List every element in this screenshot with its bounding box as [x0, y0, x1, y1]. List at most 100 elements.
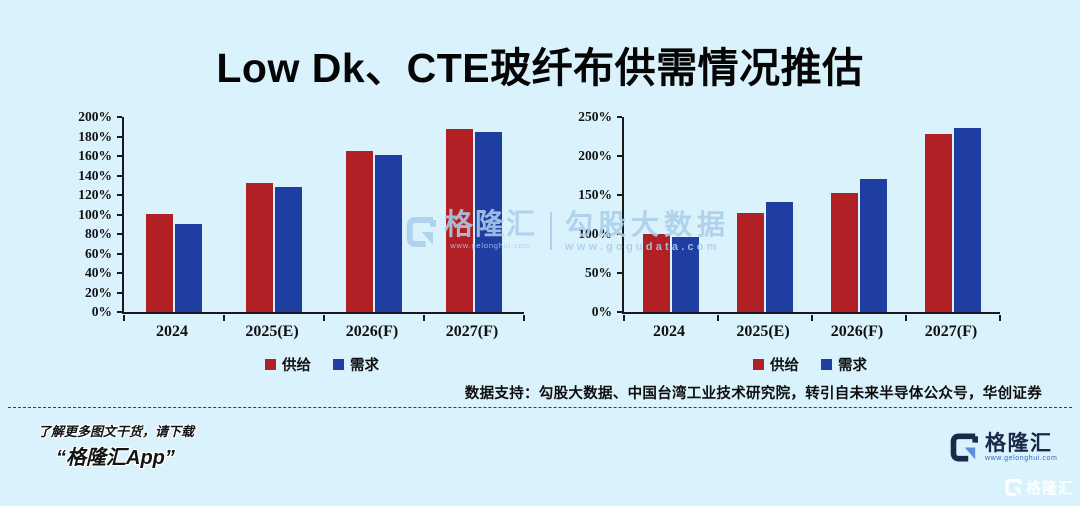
bar-供给-2027(F): [446, 129, 473, 312]
bar-需求-2027(F): [954, 128, 981, 312]
legend-item-供给: 供给: [753, 354, 799, 375]
legend-label: 供给: [770, 358, 799, 374]
y-tick-label: 250%: [578, 109, 612, 124]
legend-label: 需求: [350, 358, 379, 374]
bar-需求-2025(E): [275, 187, 302, 312]
bar-需求-2026(F): [860, 179, 887, 312]
y-tick-label: 200%: [78, 109, 112, 124]
gelonghui-logo: 格隆汇 www.gelonghui.com: [950, 432, 1057, 463]
legend-item-需求: 需求: [333, 354, 379, 375]
bar-需求-2024: [672, 237, 699, 312]
source-note: 数据支持：勾股大数据、中国台湾工业技术研究院，转引自未来半导体公众号，华创证券: [464, 386, 1042, 402]
legend-swatch-icon: [333, 359, 344, 370]
plot-area: 0% 20% 40% 60% 80% 100% 120% 140% 160% 180% 200%: [78, 109, 525, 321]
bar-需求-2024: [175, 224, 202, 312]
logo-brand-text: 格隆汇: [985, 432, 1053, 455]
y-tick-mark: [617, 116, 622, 118]
y-tick-mark: [117, 135, 122, 138]
bar-group-2027(F): [424, 117, 524, 312]
x-tick-mark: [123, 315, 125, 321]
x-axis-label: 2025(E): [245, 323, 299, 340]
y-tick-mark: [117, 155, 122, 157]
bar-需求-2026(F): [375, 155, 402, 312]
footer-app-name: “格隆汇App”: [56, 447, 175, 469]
bar-group-2024: [124, 117, 224, 312]
bar-group-2024: [624, 117, 718, 312]
y-tick-mark: [617, 233, 622, 235]
y-tick-label: 140%: [78, 167, 112, 183]
y-tick-mark: [117, 311, 122, 313]
x-tick-mark: [323, 315, 325, 321]
y-tick-label: 50%: [585, 265, 612, 280]
y-tick-mark: [617, 194, 622, 196]
y-tick-mark: [117, 233, 122, 235]
legend-item-供给: 供给: [265, 354, 311, 375]
y-tick-mark: [117, 272, 122, 274]
bar-group-2025(E): [718, 117, 812, 312]
bar-需求-2027(F): [475, 132, 502, 312]
y-tick-mark: [617, 155, 622, 157]
y-tick-mark: [117, 174, 122, 177]
bar-group-2025(E): [224, 117, 324, 312]
x-tick-mark: [811, 315, 813, 321]
y-tick-label: 20%: [85, 284, 112, 300]
y-tick-mark: [617, 272, 622, 274]
chart-right-supply-demand: 0% 50% 100% 150% 200% 250% 2024 2025(E) 2026(F) 2…: [564, 109, 1008, 375]
x-axis-labels: 2024 2025(E) 2026(F) 2027(F): [122, 323, 522, 341]
legend-item-需求: 需求: [821, 354, 867, 375]
y-tick-label: 100%: [78, 206, 112, 222]
bar-group-2027(F): [906, 117, 1000, 312]
y-tick-label: 80%: [85, 226, 112, 241]
y-tick-label: 60%: [85, 245, 112, 261]
bar-group-2026(F): [324, 117, 424, 312]
x-axis-label: 2025(E): [736, 323, 790, 340]
y-tick-mark: [117, 194, 122, 196]
bar-供给-2026(F): [346, 151, 373, 312]
y-tick-mark: [117, 213, 122, 216]
bar-供给-2025(E): [246, 183, 273, 312]
x-tick-mark: [623, 315, 625, 321]
gelonghui-g-icon: [950, 433, 978, 462]
y-tick-label: 160%: [78, 148, 112, 163]
x-tick-mark: [423, 315, 425, 321]
bar-供给-2025(E): [737, 213, 764, 312]
chart-legend: 供给 需求: [622, 354, 998, 375]
y-tick-label: 100%: [578, 226, 612, 241]
watermark-divider: [550, 212, 553, 250]
x-axis-label: 2026(F): [345, 323, 399, 340]
x-axis-label: 2027(F): [445, 323, 499, 340]
bar-供给-2026(F): [831, 193, 858, 312]
x-axis-label: 2026(F): [830, 323, 884, 340]
y-tick-label: 40%: [85, 265, 112, 280]
x-axis-label: 2024: [156, 323, 188, 340]
plot-area: 0% 50% 100% 150% 200% 250%: [578, 109, 1001, 321]
x-tick-mark: [223, 315, 225, 321]
bar-供给-2027(F): [925, 134, 952, 312]
chart-legend: 供给 需求: [122, 354, 522, 375]
y-tick-mark: [117, 291, 122, 294]
bar-供给-2024: [643, 234, 670, 312]
y-tick-label: 0%: [591, 304, 612, 319]
x-axis-label: 2024: [653, 323, 685, 340]
legend-label: 需求: [838, 358, 867, 374]
bar-供给-2024: [146, 214, 173, 312]
dashed-divider: [8, 407, 1072, 408]
x-tick-mark: [999, 315, 1001, 321]
y-tick-label: 200%: [578, 148, 612, 163]
x-axis-label: 2027(F): [924, 323, 978, 340]
bar-group-2026(F): [812, 117, 906, 312]
legend-swatch-icon: [265, 359, 276, 370]
y-tick-label: 150%: [578, 187, 612, 202]
y-tick-label: 180%: [78, 128, 112, 144]
y-tick-label: 120%: [78, 187, 112, 202]
corner-watermark-brand: 格隆汇: [1026, 480, 1075, 497]
chart-left-supply-demand: 0% 20% 40% 60% 80% 100% 120% 140% 160% 180% 200% 20…: [64, 109, 532, 375]
logo-url-text: www.gelonghui.com: [985, 455, 1058, 462]
x-tick-mark: [717, 315, 719, 321]
y-tick-mark: [617, 311, 622, 313]
bar-需求-2025(E): [766, 202, 793, 312]
corner-watermark: 格隆汇: [1005, 477, 1074, 498]
gelonghui-g-icon: [1005, 479, 1022, 496]
x-tick-mark: [905, 315, 907, 321]
y-tick-mark: [117, 252, 122, 255]
